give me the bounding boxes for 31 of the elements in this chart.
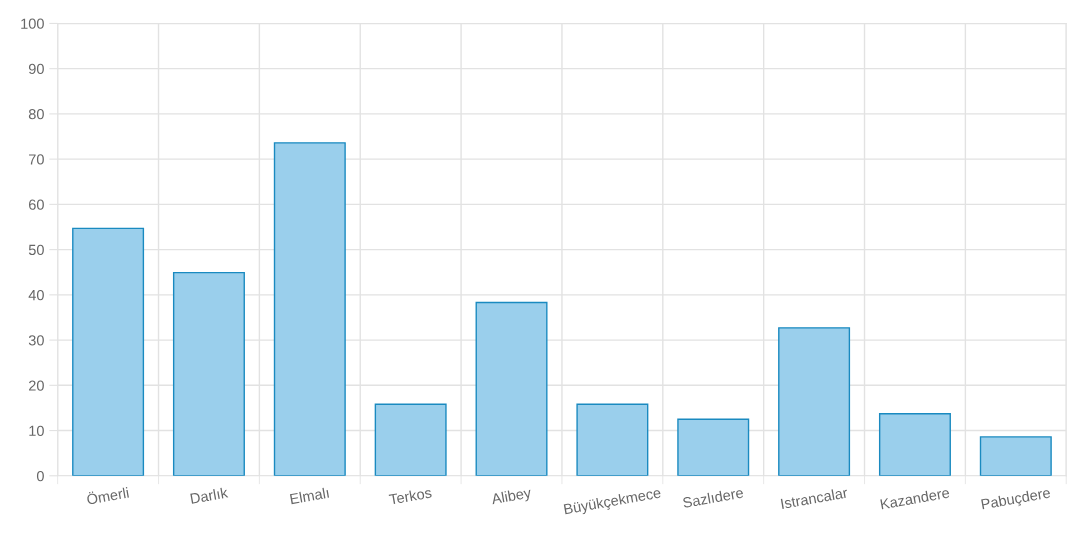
y-tick-label: 70 bbox=[29, 154, 44, 165]
y-tick-label: 40 bbox=[28, 289, 44, 301]
bar bbox=[778, 327, 851, 476]
x-tick-label: Elmalı bbox=[289, 487, 330, 505]
bar bbox=[878, 413, 951, 476]
x-tick-label: Istrancalar bbox=[780, 486, 849, 510]
bar bbox=[72, 227, 145, 476]
y-tick-label: 0 bbox=[36, 470, 44, 482]
y-tick-label: 20 bbox=[28, 380, 44, 391]
bar bbox=[374, 403, 447, 476]
y-tick-label: 100 bbox=[21, 18, 44, 29]
bar bbox=[273, 142, 346, 476]
bar bbox=[576, 403, 649, 476]
y-tick-label: 10 bbox=[29, 425, 44, 436]
bar bbox=[677, 418, 750, 476]
bar bbox=[979, 436, 1052, 476]
x-tick-label: Ömerli bbox=[86, 485, 129, 505]
y-tick-label: 30 bbox=[28, 335, 44, 346]
y-tick-label: 90 bbox=[28, 63, 44, 75]
x-tick-label: Alibey bbox=[490, 486, 533, 508]
y-tick-label: 80 bbox=[28, 109, 44, 120]
bar bbox=[172, 271, 245, 476]
x-tick-label: Pabuçdere bbox=[981, 487, 1052, 513]
x-tick-label: Sazlıdere bbox=[682, 487, 744, 509]
bar bbox=[475, 301, 548, 476]
x-tick-label: Darlık bbox=[190, 486, 229, 504]
x-tick-label: Terkos bbox=[388, 486, 432, 505]
y-tick-label: 50 bbox=[28, 244, 44, 256]
x-tick-label: Büyükçekmece bbox=[563, 487, 662, 518]
x-tick-label: Kazandere bbox=[880, 487, 950, 510]
y-tick-label: 60 bbox=[28, 199, 44, 210]
